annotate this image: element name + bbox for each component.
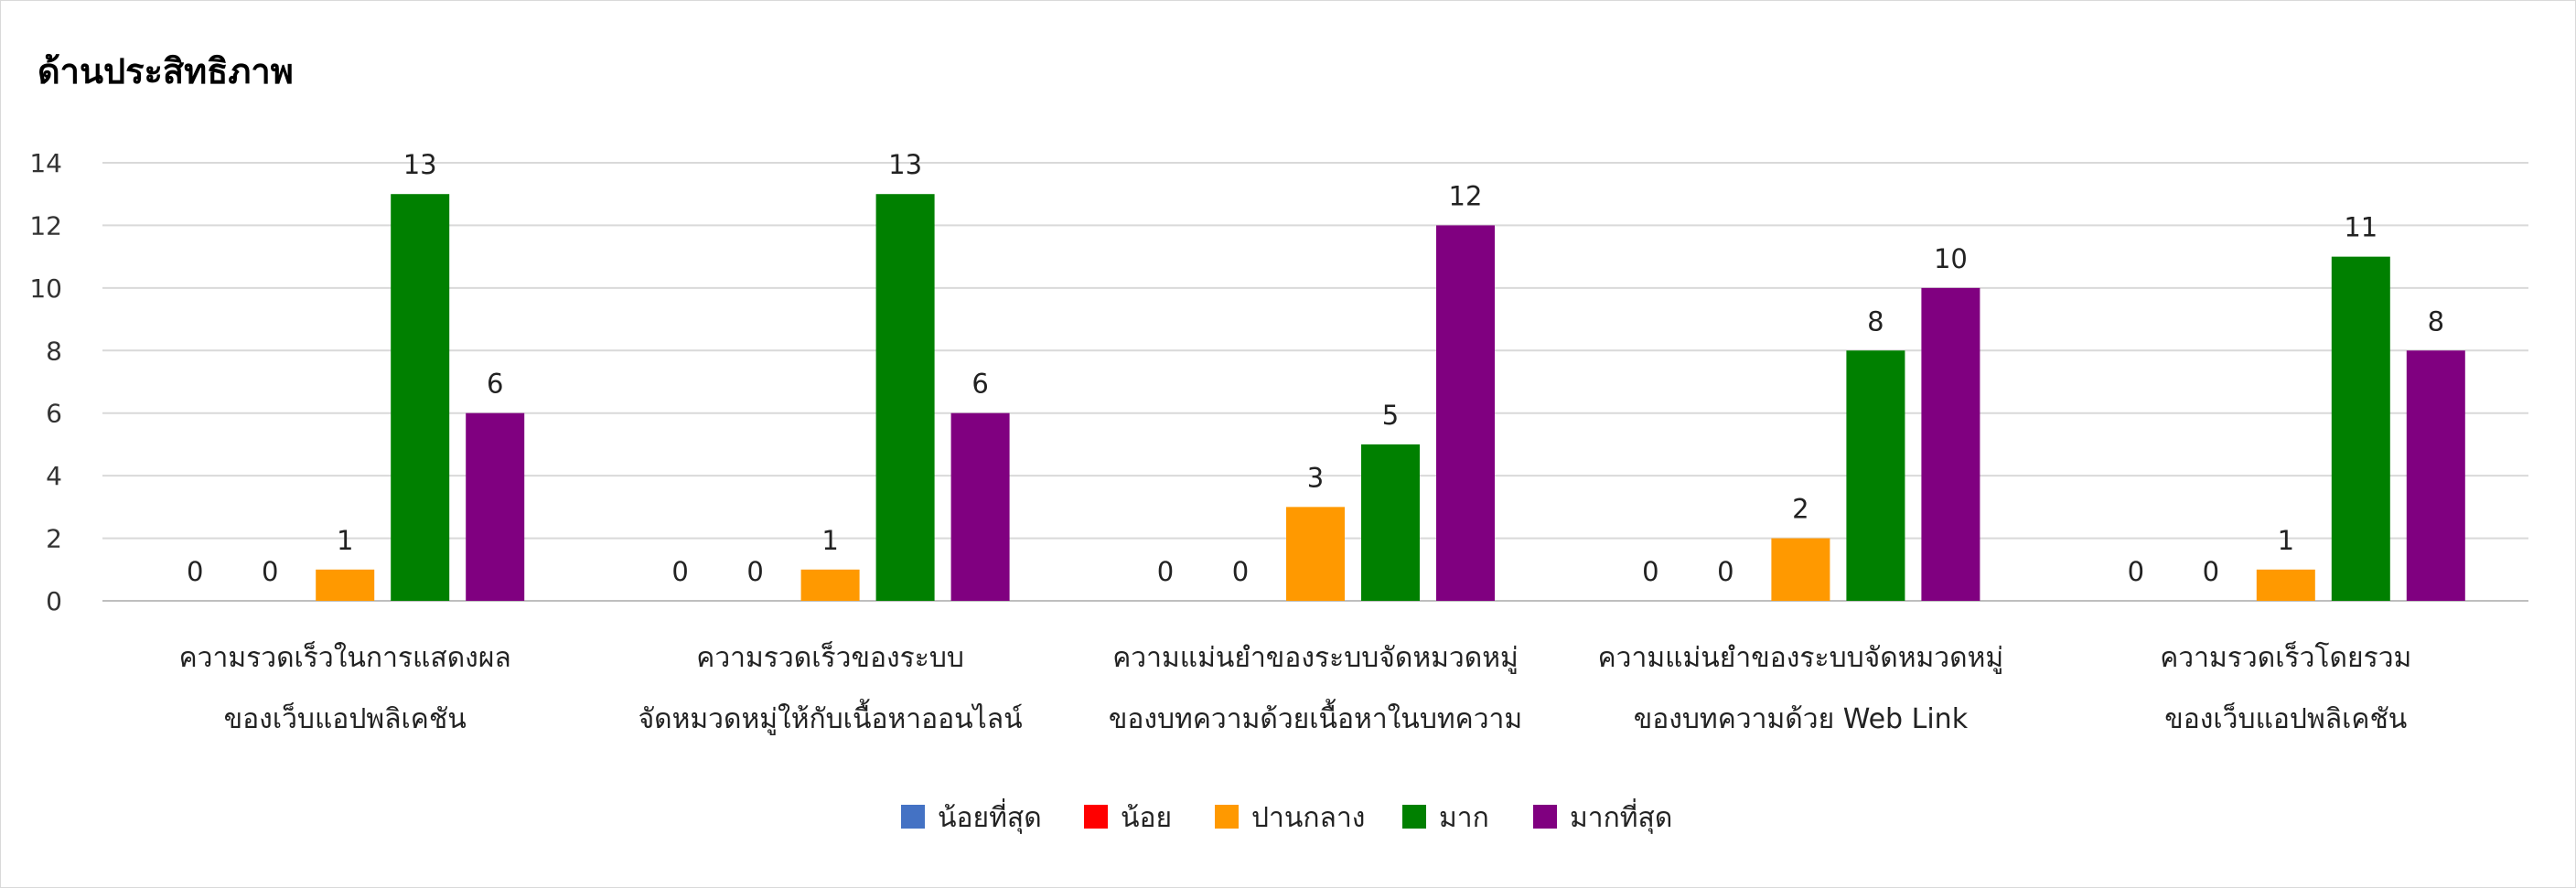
data-label: 5 bbox=[1382, 400, 1399, 431]
category-label: ความแม่นยำของระบบจัดหมวดหมู่ bbox=[1112, 642, 1519, 674]
data-label: 0 bbox=[2203, 556, 2219, 587]
data-label: 0 bbox=[671, 556, 688, 587]
legend-swatch bbox=[1402, 805, 1426, 829]
category-label: ความรวดเร็วโดยรวม bbox=[2160, 640, 2411, 674]
legend-swatch bbox=[1215, 805, 1239, 829]
data-label: 13 bbox=[888, 149, 922, 180]
data-label: 0 bbox=[187, 556, 203, 587]
legend-label: น้อยที่สุด bbox=[938, 798, 1042, 835]
data-label: 1 bbox=[337, 525, 353, 556]
bar bbox=[1771, 538, 1830, 601]
data-label: 0 bbox=[262, 556, 278, 587]
category-labels: ความรวดเร็วในการแสดงผลของเว็บแอปพลิเคชัน… bbox=[179, 640, 2412, 735]
bar bbox=[2406, 350, 2465, 601]
y-tick-label: 10 bbox=[29, 273, 62, 304]
bar bbox=[316, 569, 375, 601]
data-label: 0 bbox=[1717, 556, 1733, 587]
bar bbox=[391, 194, 450, 601]
data-label: 2 bbox=[1792, 494, 1809, 525]
legend-swatch bbox=[901, 805, 925, 829]
data-label: 12 bbox=[1449, 180, 1483, 211]
legend-swatch bbox=[1084, 805, 1108, 829]
category-label: ความรวดเร็วในการแสดงผล bbox=[179, 640, 511, 674]
bar bbox=[2256, 569, 2315, 601]
bar bbox=[950, 412, 1010, 601]
category-label: ของเว็บแอปพลิเคชัน bbox=[224, 701, 467, 735]
bar bbox=[1921, 287, 1980, 601]
y-tick-label: 0 bbox=[46, 586, 62, 616]
legend-label: ปานกลาง bbox=[1251, 802, 1365, 834]
legend: น้อยที่สุด น้อย ปานกลาง มาก มากที่สุด bbox=[901, 798, 1672, 835]
bar bbox=[466, 412, 525, 601]
category-label: จัดหมวดหมู่ให้กับเนื้อหาออนไลน์ bbox=[639, 699, 1023, 735]
legend-label: น้อย bbox=[1121, 802, 1172, 834]
category-label: ของบทความด้วยเนื้อหาในบทความ bbox=[1109, 699, 1522, 735]
y-tick-label: 4 bbox=[46, 461, 62, 491]
category-label: ของบทความด้วย Web Link bbox=[1634, 703, 1969, 735]
data-label: 6 bbox=[971, 369, 988, 400]
y-axis-ticks: 0 2 4 6 8 10 12 14 bbox=[29, 148, 62, 616]
bar bbox=[875, 194, 935, 601]
data-label: 0 bbox=[2128, 556, 2144, 587]
legend-swatch bbox=[1533, 805, 1557, 829]
bar bbox=[800, 569, 860, 601]
category-label: ความแม่นยำของระบบจัดหมวดหมู่ bbox=[1598, 642, 2004, 674]
data-label: 1 bbox=[821, 525, 838, 556]
data-label: 11 bbox=[2344, 212, 2377, 243]
y-tick-label: 14 bbox=[29, 148, 62, 178]
data-label: 6 bbox=[487, 369, 503, 400]
y-tick-label: 2 bbox=[46, 524, 62, 554]
data-label: 3 bbox=[1307, 462, 1324, 493]
data-label: 0 bbox=[746, 556, 763, 587]
data-label: 8 bbox=[1867, 305, 1884, 337]
y-tick-label: 8 bbox=[46, 336, 62, 366]
category-label: ความรวดเร็วของระบบ bbox=[696, 640, 964, 674]
bars bbox=[316, 194, 2465, 601]
data-label: 0 bbox=[1157, 556, 1174, 587]
bar bbox=[1361, 444, 1420, 601]
data-label: 0 bbox=[1642, 556, 1658, 587]
legend-label: มาก bbox=[1439, 802, 1489, 834]
category-label: ของเว็บแอปพลิเคชัน bbox=[2164, 701, 2407, 735]
bar bbox=[1286, 507, 1345, 601]
bar bbox=[1436, 225, 1495, 601]
data-label: 0 bbox=[1232, 556, 1249, 587]
data-label: 13 bbox=[403, 149, 437, 180]
data-label: 8 bbox=[2428, 305, 2444, 337]
data-label: 1 bbox=[2278, 525, 2294, 556]
legend-label: มากที่สุด bbox=[1570, 798, 1672, 835]
data-label: 10 bbox=[1934, 243, 1968, 274]
chart-title: ด้านประสิทธิภาพ bbox=[38, 51, 294, 91]
bar bbox=[1846, 350, 1905, 601]
y-tick-label: 12 bbox=[29, 210, 62, 241]
y-tick-label: 6 bbox=[46, 399, 62, 429]
bar bbox=[2331, 256, 2390, 601]
